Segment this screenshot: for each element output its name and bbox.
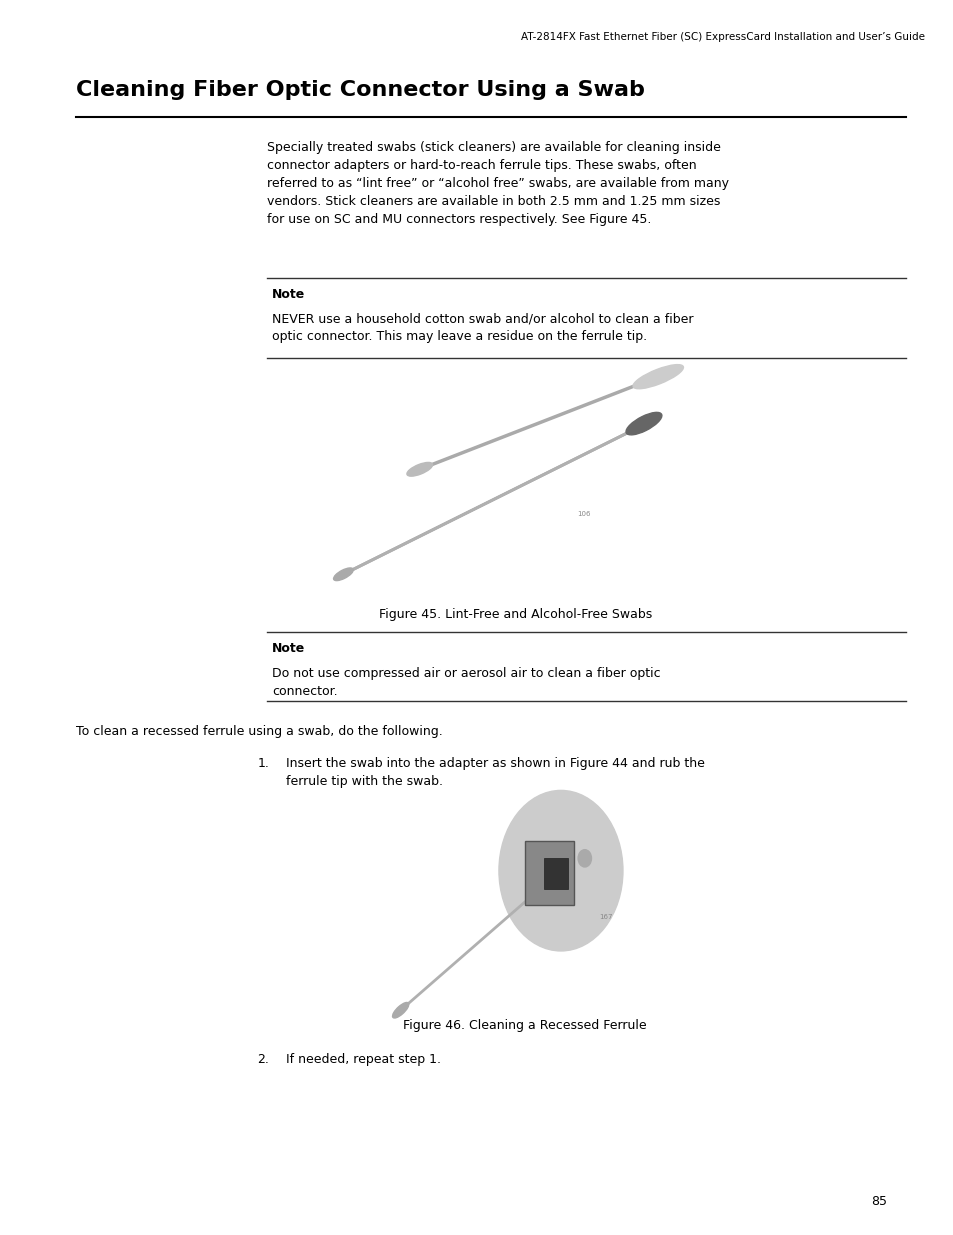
Text: Figure 45. Lint-Free and Alcohol-Free Swabs: Figure 45. Lint-Free and Alcohol-Free Sw… — [378, 608, 651, 621]
Text: If needed, repeat step 1.: If needed, repeat step 1. — [286, 1053, 440, 1067]
Ellipse shape — [625, 412, 661, 435]
Text: Figure 46. Cleaning a Recessed Ferrule: Figure 46. Cleaning a Recessed Ferrule — [402, 1019, 646, 1032]
Text: Note: Note — [272, 642, 305, 656]
Ellipse shape — [633, 364, 682, 389]
Text: NEVER use a household cotton swab and/or alcohol to clean a fiber
optic connecto: NEVER use a household cotton swab and/or… — [272, 312, 693, 343]
Text: Note: Note — [272, 288, 305, 301]
Circle shape — [498, 790, 622, 951]
Text: Specially treated swabs (stick cleaners) are available for cleaning inside
conne: Specially treated swabs (stick cleaners)… — [267, 141, 728, 226]
Text: 2.: 2. — [257, 1053, 269, 1067]
Text: Do not use compressed air or aerosol air to clean a fiber optic
connector.: Do not use compressed air or aerosol air… — [272, 667, 659, 698]
Text: 106: 106 — [577, 511, 590, 517]
Text: 1.: 1. — [257, 757, 269, 771]
Ellipse shape — [392, 1003, 409, 1018]
Ellipse shape — [407, 462, 432, 477]
Text: To clean a recessed ferrule using a swab, do the following.: To clean a recessed ferrule using a swab… — [76, 725, 442, 739]
FancyBboxPatch shape — [524, 841, 574, 905]
Ellipse shape — [334, 568, 353, 580]
Text: Insert the swab into the adapter as shown in Figure 44 and rub the
ferrule tip w: Insert the swab into the adapter as show… — [286, 757, 704, 788]
Text: AT-2814FX Fast Ethernet Fiber (SC) ExpressCard Installation and User’s Guide: AT-2814FX Fast Ethernet Fiber (SC) Expre… — [521, 32, 924, 42]
Text: 167: 167 — [598, 914, 612, 920]
FancyBboxPatch shape — [543, 858, 567, 889]
Circle shape — [578, 850, 591, 867]
Text: Cleaning Fiber Optic Connector Using a Swab: Cleaning Fiber Optic Connector Using a S… — [76, 80, 644, 100]
Text: 85: 85 — [870, 1194, 886, 1208]
